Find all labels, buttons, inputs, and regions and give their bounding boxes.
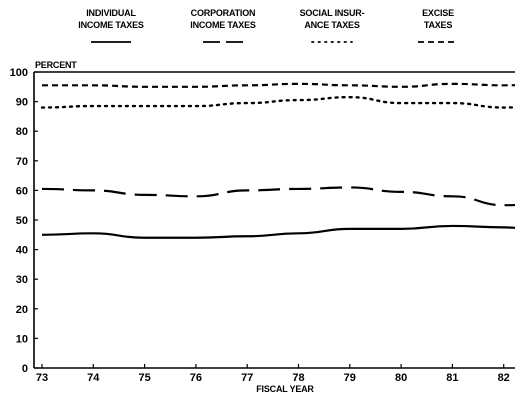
x-axis-title: FISCAL YEAR [256,384,314,394]
legend-label: EXCISE [422,8,454,18]
x-tick-label: 79 [344,372,356,384]
y-tick-label: 40 [16,245,28,257]
series-line-4 [42,82,515,88]
series-lines [40,82,515,239]
y-axis: 0 10 20 30 40 50 60 70 80 90 100 [10,67,38,375]
legend-item: INDIVIDUAL INCOME TAXES [78,8,144,43]
y-tick-label: 50 [16,215,28,227]
series-line-2 [41,186,515,207]
legend-label: TAXES [424,20,453,30]
x-tick-label: 76 [190,372,202,384]
y-axis-title: PERCENT [35,60,77,70]
legend-label: SOCIAL INSUR- [300,8,365,18]
y-tick-label: 10 [16,333,28,345]
x-tick-label: 74 [87,372,100,384]
y-tick-label: 70 [16,156,28,168]
legend-item: SOCIAL INSUR- ANCE TAXES [300,8,365,43]
y-tick-label: 80 [16,126,28,138]
y-tick-label: 90 [16,97,28,109]
axis-frame [33,71,515,369]
legend: INDIVIDUAL INCOME TAXES CORPORATION INCOME … [78,8,458,43]
x-tick-label: 75 [138,372,150,384]
y-tick-label: 100 [10,67,28,79]
legend-item: EXCISE TAXES [418,8,458,43]
legend-label: INCOME TAXES [190,20,256,30]
x-tick-label: 77 [241,372,253,384]
legend-item: CORPORATION INCOME TAXES [190,8,256,43]
y-tick-label: 60 [16,185,28,197]
x-tick-label: 81 [446,372,458,384]
y-tick-label: 30 [16,274,28,286]
legend-label: ANCE TAXES [304,20,360,30]
y-tick-label: 20 [16,304,28,316]
x-tick-label: 82 [498,372,510,384]
y-tick-label: 0 [22,363,28,375]
x-tick-label: 78 [292,372,304,384]
x-axis: 7374757677787980818283 [36,364,510,384]
x-tick-label: 73 [36,372,48,384]
series-line-1 [41,224,515,239]
series-line-3 [40,95,515,109]
legend-label: INDIVIDUAL [86,8,136,18]
legend-label: CORPORATION [191,8,256,18]
legend-label: INCOME TAXES [78,20,144,30]
x-tick-label: 80 [395,372,407,384]
